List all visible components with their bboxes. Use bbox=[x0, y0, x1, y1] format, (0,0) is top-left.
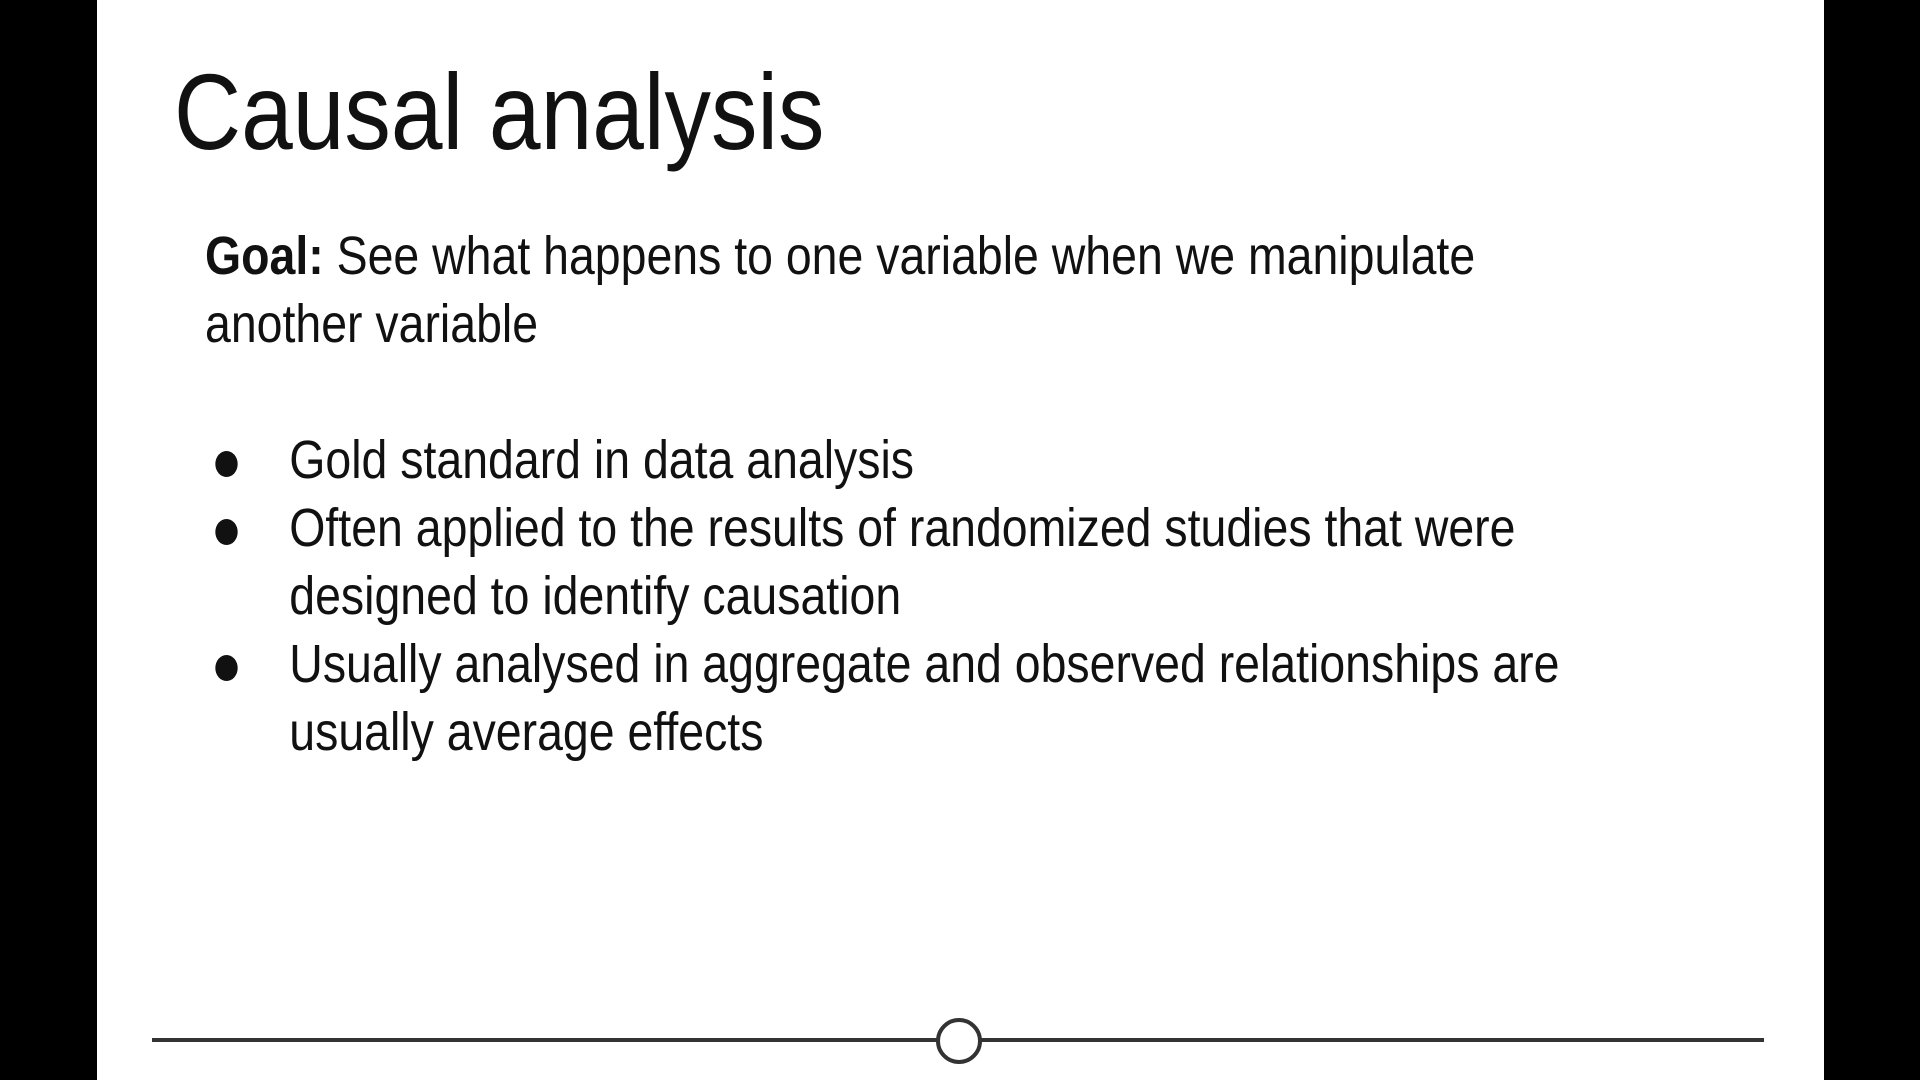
goal-statement: Goal: See what happens to one variable w… bbox=[205, 222, 1547, 358]
bullet-list: Gold standard in data analysis Often app… bbox=[205, 426, 1581, 766]
bullet-text: Often applied to the results of randomiz… bbox=[289, 498, 1516, 626]
bullet-item: Often applied to the results of randomiz… bbox=[205, 494, 1581, 630]
bullet-icon bbox=[215, 655, 238, 681]
bullet-icon bbox=[215, 519, 238, 545]
bullet-item: Gold standard in data analysis bbox=[205, 426, 1581, 494]
slide-body: Goal: See what happens to one variable w… bbox=[205, 222, 1559, 766]
goal-text: See what happens to one variable when we… bbox=[205, 226, 1476, 354]
progress-handle[interactable] bbox=[936, 1018, 982, 1064]
slide-title: Causal analysis bbox=[174, 51, 825, 172]
progress-slider[interactable] bbox=[152, 1018, 1764, 1064]
goal-label: Goal: bbox=[205, 226, 324, 286]
bullet-item: Usually analysed in aggregate and observ… bbox=[205, 630, 1581, 766]
bullet-text: Gold standard in data analysis bbox=[289, 430, 915, 490]
bullet-text: Usually analysed in aggregate and observ… bbox=[289, 634, 1560, 762]
slide: Causal analysis Goal: See what happens t… bbox=[97, 0, 1824, 1080]
bullet-icon bbox=[215, 451, 238, 477]
